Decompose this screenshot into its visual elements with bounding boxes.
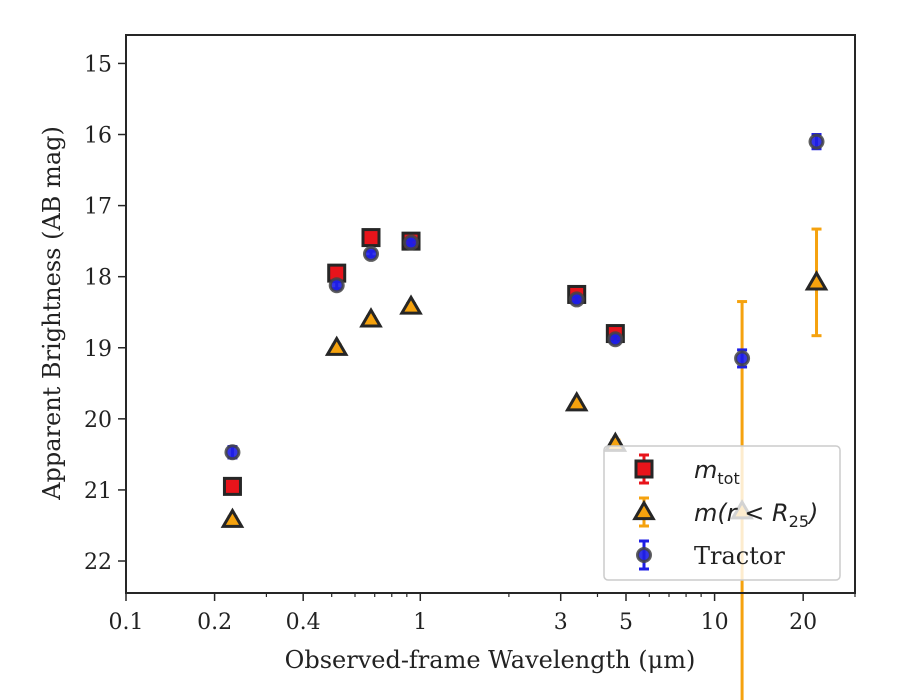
y-tick-label: 16 xyxy=(84,124,112,149)
data-point-circle xyxy=(568,291,585,308)
data-point-circle xyxy=(403,234,420,251)
x-tick-label: 5 xyxy=(619,610,633,635)
axes: 0.1 0.2 0.4 1 3 5 10 20 15 16 17 18 19 20 21 22 xyxy=(84,34,856,635)
data-point-circle xyxy=(734,350,751,367)
y-tick-label: 19 xyxy=(84,337,112,362)
x-tick-label: 3 xyxy=(554,610,568,635)
x-tick-label: 0.4 xyxy=(286,610,321,635)
data-point-triangle xyxy=(324,335,349,356)
data-point-circle xyxy=(808,133,825,150)
data-point-circle xyxy=(607,331,624,348)
series-circle xyxy=(224,133,825,461)
y-tick-label: 21 xyxy=(84,479,112,504)
data-point-triangle xyxy=(220,507,245,528)
legend-box xyxy=(603,445,841,581)
series-square xyxy=(222,228,625,496)
data-point-triangle xyxy=(804,270,829,291)
x-tick-label: 10 xyxy=(701,610,729,635)
y-tick-label: 22 xyxy=(84,550,112,575)
data-point-circle xyxy=(328,277,345,294)
legend-entry: m(r < R25) xyxy=(632,496,818,531)
x-tick-label: 0.2 xyxy=(197,610,232,635)
legend-label: m(r < R25) xyxy=(694,499,818,531)
x-tick-label: 1 xyxy=(413,610,427,635)
data-point-square xyxy=(361,228,381,248)
data-point-circle xyxy=(224,444,241,461)
y-axis-label: Apparent Brightness (AB mag) xyxy=(38,126,66,501)
legend: mtot m(r < R25) Tractor xyxy=(603,445,841,581)
legend-marker-circle xyxy=(636,547,652,563)
legend-entry: mtot xyxy=(634,453,740,488)
legend-entry: Tractor xyxy=(636,539,785,571)
data-point-triangle xyxy=(399,294,423,315)
legend-label: mtot xyxy=(694,456,740,488)
data-point-triangle xyxy=(359,307,383,328)
axes-frame xyxy=(125,34,856,594)
x-tick-label: 0.1 xyxy=(109,610,144,635)
y-tick-label: 18 xyxy=(84,266,112,291)
y-tick-label: 20 xyxy=(84,408,112,433)
legend-marker-square xyxy=(634,459,654,479)
data-point-square xyxy=(222,476,242,496)
data-point-circle xyxy=(363,245,380,262)
x-axis-label: Observed-frame Wavelength (μm) xyxy=(285,646,696,674)
legend-label: Tractor xyxy=(694,542,785,570)
data-point-triangle xyxy=(564,391,589,412)
y-tick-label: 15 xyxy=(84,52,112,77)
y-tick-label: 17 xyxy=(84,195,112,220)
x-tick-label: 20 xyxy=(789,610,817,635)
legend-marker-triangle xyxy=(632,499,656,521)
